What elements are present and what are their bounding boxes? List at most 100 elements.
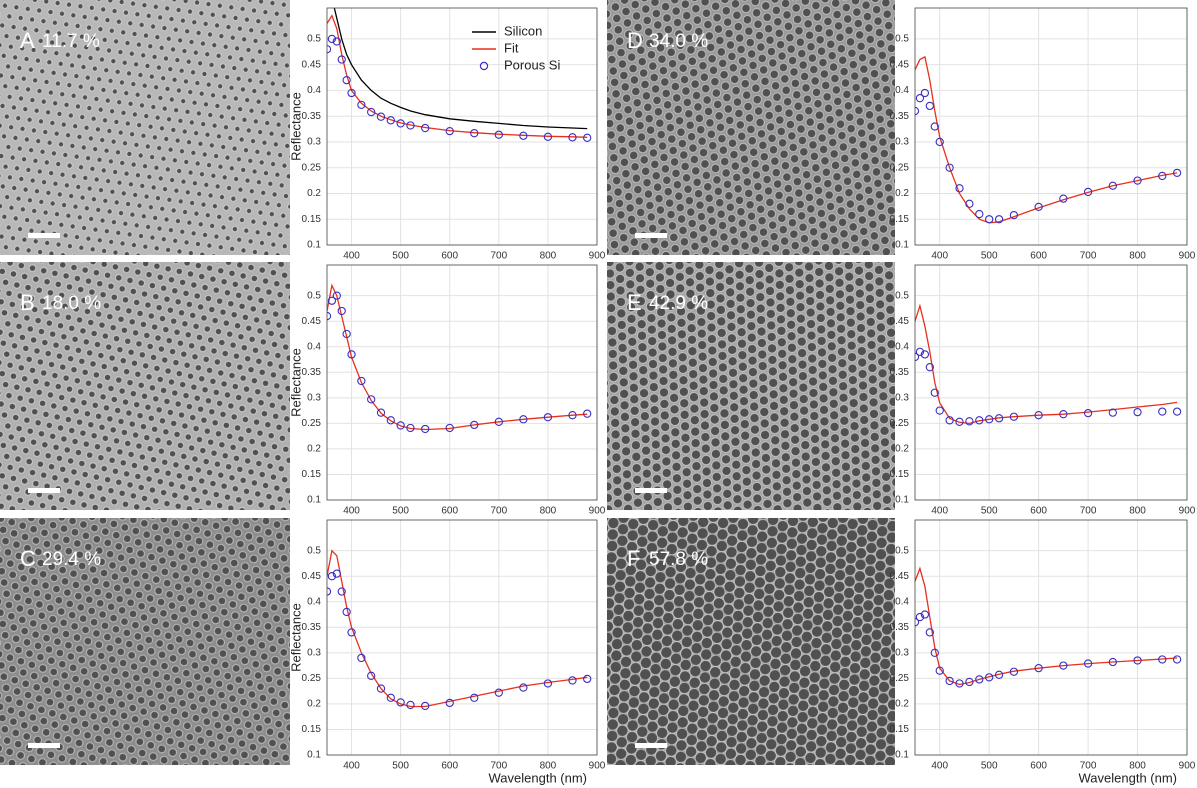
x-tick-label: 500 — [392, 251, 409, 262]
y-tick-label: 0.3 — [895, 392, 909, 403]
x-tick-label: 500 — [392, 506, 409, 517]
data-marker — [935, 406, 944, 415]
x-tick-label: 600 — [441, 251, 458, 262]
data-marker — [1009, 667, 1019, 676]
plot-frame — [914, 7, 1188, 246]
data-marker — [376, 112, 386, 121]
data-marker — [955, 184, 964, 193]
y-axis-label: Reflectance — [288, 92, 303, 161]
data-marker — [421, 123, 430, 133]
data-marker — [925, 363, 934, 372]
panel-letter: B — [20, 290, 35, 315]
x-tick-label: 900 — [589, 761, 606, 772]
y-tick-label: 0.15 — [890, 214, 910, 225]
data-marker — [568, 133, 577, 142]
data-marker — [327, 45, 332, 54]
data-marker — [396, 421, 405, 430]
data-marker — [406, 121, 415, 130]
data-marker — [332, 291, 341, 300]
x-tick-label: 900 — [589, 506, 606, 517]
sem-image — [0, 518, 290, 765]
y-tick-label: 0.15 — [302, 469, 322, 480]
data-marker — [1083, 409, 1093, 418]
x-tick-label: 900 — [1179, 251, 1196, 262]
x-tick-label: 700 — [1080, 251, 1097, 262]
data-marker — [327, 311, 332, 321]
data-marker — [945, 163, 954, 172]
y-tick-label: 0.25 — [302, 162, 322, 173]
x-tick-label: 500 — [392, 761, 409, 772]
y-tick-label: 0.15 — [302, 214, 322, 225]
y-tick-label: 0.35 — [302, 367, 322, 378]
data-marker — [327, 587, 332, 596]
data-marker — [1059, 194, 1068, 203]
x-axis-label: Wavelength (nm) — [489, 770, 588, 785]
panel-porosity: 42.9 % — [649, 293, 708, 314]
data-marker — [406, 423, 415, 433]
data-marker — [568, 411, 577, 420]
data-marker — [1108, 181, 1117, 190]
data-marker — [519, 131, 528, 140]
data-marker — [965, 199, 974, 208]
data-marker — [1108, 657, 1117, 667]
data-marker — [965, 417, 974, 426]
sem-image — [0, 0, 290, 255]
data-marker — [445, 126, 454, 136]
x-tick-label: 700 — [1080, 761, 1097, 772]
y-tick-label: 0.45 — [890, 59, 910, 70]
plot-series — [915, 55, 1182, 224]
scale-bar — [635, 488, 667, 493]
y-tick-label: 0.2 — [895, 444, 909, 455]
y-tick-label: 0.25 — [302, 673, 322, 684]
x-tick-label: 600 — [441, 761, 458, 772]
y-tick-label: 0.5 — [307, 545, 321, 556]
x-tick-label: 800 — [540, 506, 557, 517]
data-marker — [1172, 407, 1182, 416]
data-marker — [543, 679, 553, 688]
y-tick-label: 0.4 — [307, 85, 321, 96]
sem-image — [607, 262, 895, 510]
data-marker — [332, 569, 341, 578]
y-tick-label: 0.2 — [895, 188, 909, 199]
data-marker — [337, 306, 346, 316]
data-marker — [1133, 407, 1142, 417]
plot-area — [327, 8, 597, 245]
y-tick-label: 0.5 — [307, 290, 321, 301]
data-marker — [347, 88, 356, 98]
data-marker — [945, 676, 954, 686]
plot-area — [327, 520, 597, 755]
data-marker — [994, 215, 1004, 224]
sem-image — [0, 262, 290, 510]
data-marker — [955, 417, 964, 426]
data-marker — [342, 607, 351, 617]
x-tick-label: 800 — [1129, 251, 1146, 262]
x-tick-label: 400 — [931, 506, 948, 517]
data-marker — [386, 116, 395, 125]
data-marker — [327, 296, 337, 305]
x-tick-label: 800 — [540, 251, 557, 262]
plot-series — [915, 566, 1182, 688]
plot-area — [915, 8, 1187, 245]
data-marker — [376, 684, 386, 693]
x-tick-label: 600 — [1030, 506, 1047, 517]
y-tick-label: 0.25 — [302, 418, 322, 429]
data-marker — [494, 417, 503, 426]
panel-porosity: 57.8 % — [649, 549, 708, 570]
x-tick-label: 800 — [1129, 506, 1146, 517]
y-tick-label: 0.15 — [890, 724, 910, 735]
y-axis-label: Reflectance — [288, 348, 303, 417]
panel-letter: D — [627, 28, 643, 53]
plot-area — [915, 265, 1187, 500]
x-tick-label: 500 — [981, 761, 998, 772]
y-tick-label: 0.45 — [302, 316, 322, 327]
data-marker — [1172, 655, 1182, 664]
data-marker — [1034, 411, 1043, 420]
data-marker — [386, 693, 395, 702]
data-marker — [367, 107, 376, 117]
data-marker — [985, 215, 994, 224]
legend-marker — [479, 61, 489, 71]
data-marker — [342, 75, 351, 85]
data-marker — [915, 612, 925, 622]
y-tick-label: 0.5 — [307, 34, 321, 45]
data-marker — [332, 37, 341, 46]
